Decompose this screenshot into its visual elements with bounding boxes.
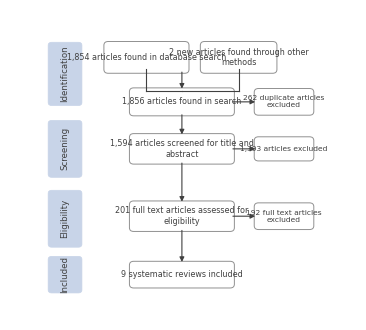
- Text: 201 full text articles assessed for
eligibility: 201 full text articles assessed for elig…: [115, 207, 249, 226]
- Text: Identification: Identification: [60, 46, 70, 102]
- FancyBboxPatch shape: [130, 134, 234, 164]
- Text: 9 systematic reviews included: 9 systematic reviews included: [121, 270, 243, 279]
- Text: 1,393 articles excluded: 1,393 articles excluded: [240, 146, 328, 152]
- Text: Eligibility: Eligibility: [60, 199, 70, 238]
- Text: Included: Included: [60, 256, 70, 293]
- FancyBboxPatch shape: [130, 88, 234, 116]
- FancyBboxPatch shape: [130, 201, 234, 231]
- FancyBboxPatch shape: [200, 42, 277, 73]
- Text: Screening: Screening: [60, 127, 70, 170]
- FancyBboxPatch shape: [48, 42, 82, 106]
- Text: 262 duplicate articles
excluded: 262 duplicate articles excluded: [243, 95, 325, 108]
- FancyBboxPatch shape: [48, 120, 82, 177]
- Text: 192 full text articles
excluded: 192 full text articles excluded: [246, 210, 322, 223]
- FancyBboxPatch shape: [254, 88, 314, 115]
- Text: 2 new articles found through other
methods: 2 new articles found through other metho…: [169, 48, 309, 67]
- FancyBboxPatch shape: [48, 256, 82, 293]
- FancyBboxPatch shape: [130, 261, 234, 288]
- FancyBboxPatch shape: [48, 190, 82, 247]
- Text: 1,854 articles found in database search: 1,854 articles found in database search: [67, 53, 226, 62]
- FancyBboxPatch shape: [254, 137, 314, 161]
- Text: 1,856 articles found in search: 1,856 articles found in search: [122, 97, 242, 106]
- Text: 1,594 articles screened for title and
abstract: 1,594 articles screened for title and ab…: [110, 139, 254, 158]
- FancyBboxPatch shape: [104, 42, 189, 73]
- FancyBboxPatch shape: [254, 203, 314, 230]
